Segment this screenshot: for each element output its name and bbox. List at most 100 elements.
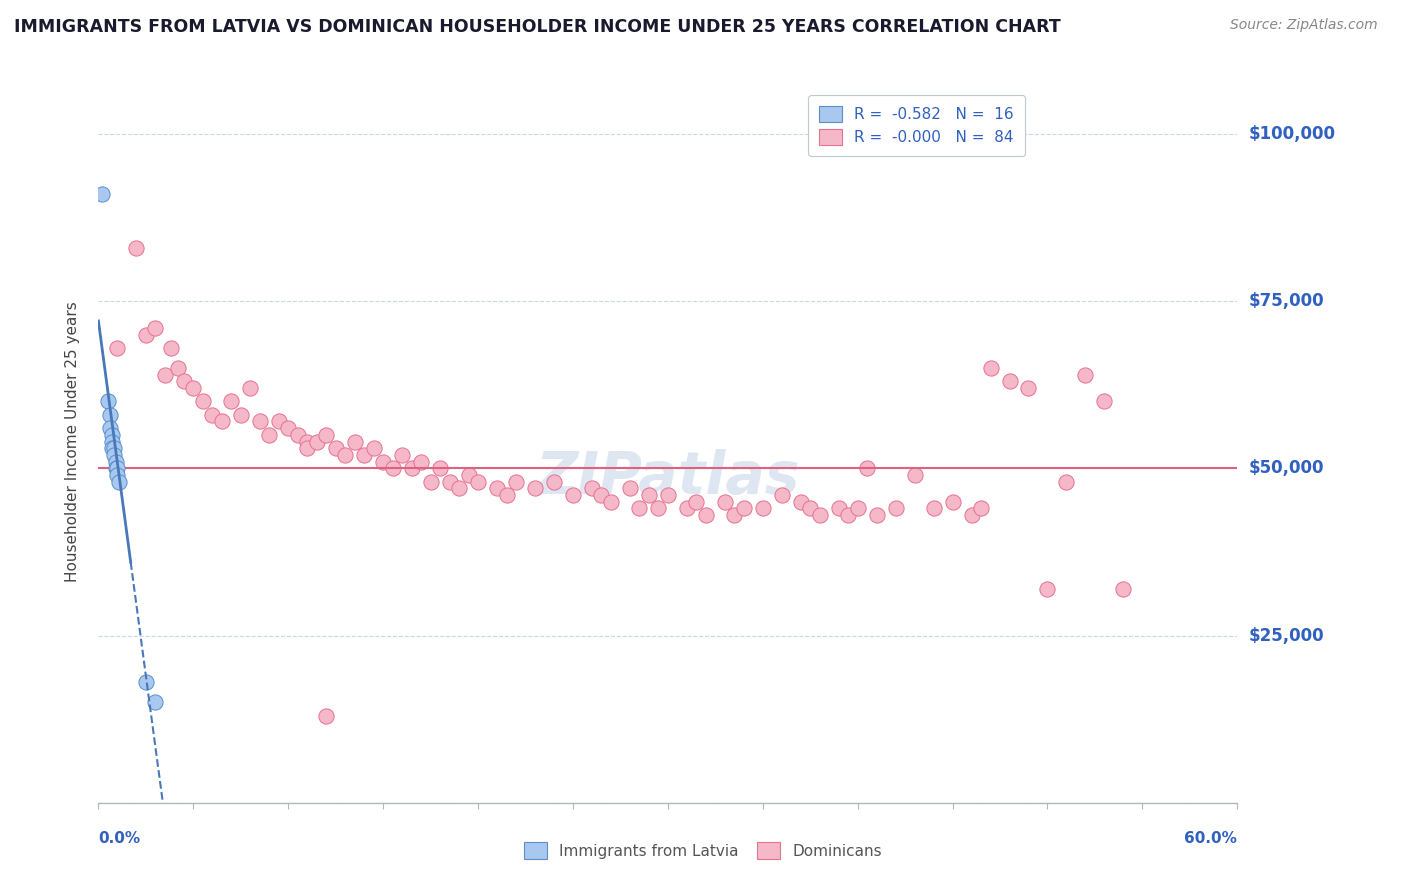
Point [657,488,679,502]
Point [429,461,451,475]
Point [979,361,1001,376]
Point [1112,582,1135,596]
Point [107,341,129,355]
Point [98,408,121,422]
Point [628,501,651,516]
Point [543,475,565,489]
Point [619,482,641,496]
Point [790,494,813,508]
Point [866,508,889,523]
Text: $100,000: $100,000 [1249,125,1336,143]
Point [495,488,517,502]
Point [108,475,131,489]
Point [467,475,489,489]
Text: $50,000: $50,000 [1249,459,1324,477]
Point [201,408,224,422]
Text: 0.0%: 0.0% [98,830,141,846]
Point [439,475,461,489]
Point [647,501,669,516]
Point [411,454,433,469]
Y-axis label: Householder Income Under 25 years: Householder Income Under 25 years [65,301,80,582]
Point [884,501,907,516]
Point [714,494,737,508]
Point [125,240,148,255]
Point [145,320,167,334]
Point [1018,381,1040,395]
Point [97,394,120,409]
Point [91,187,114,202]
Point [315,427,337,442]
Point [343,434,366,449]
Point [457,467,479,482]
Point [297,434,319,449]
Point [145,696,167,710]
Point [135,327,157,342]
Point [685,494,707,508]
Point [159,341,181,355]
Point [153,368,176,382]
Point [297,441,319,455]
Point [98,421,121,435]
Point [267,414,290,428]
Point [837,508,859,523]
Point [315,708,337,723]
Point [371,454,394,469]
Point [723,508,745,523]
Point [449,482,471,496]
Legend: Immigrants from Latvia, Dominicans: Immigrants from Latvia, Dominicans [516,835,890,866]
Point [970,501,993,516]
Point [104,454,127,469]
Point [856,461,879,475]
Point [401,461,423,475]
Point [191,394,214,409]
Point [107,467,129,482]
Point [103,448,125,462]
Point [600,494,623,508]
Point [1074,368,1097,382]
Point [1036,582,1059,596]
Point [100,434,122,449]
Point [808,508,831,523]
Point [591,488,613,502]
Text: IMMIGRANTS FROM LATVIA VS DOMINICAN HOUSEHOLDER INCOME UNDER 25 YEARS CORRELATIO: IMMIGRANTS FROM LATVIA VS DOMINICAN HOUS… [14,18,1060,36]
Point [1094,394,1116,409]
Point [942,494,965,508]
Point [799,501,821,516]
Point [676,501,699,516]
Legend: R =  -0.582   N =  16, R =  -0.000   N =  84: R = -0.582 N = 16, R = -0.000 N = 84 [808,95,1025,156]
Point [173,375,195,389]
Point [107,461,129,475]
Point [998,375,1021,389]
Point [259,427,281,442]
Point [229,408,252,422]
Point [922,501,945,516]
Point [695,508,717,523]
Text: 60.0%: 60.0% [1184,830,1237,846]
Point [135,675,157,690]
Point [486,482,509,496]
Text: Source: ZipAtlas.com: Source: ZipAtlas.com [1230,18,1378,32]
Point [353,448,375,462]
Point [960,508,983,523]
Point [562,488,585,502]
Point [249,414,271,428]
Point [167,361,190,376]
Text: $75,000: $75,000 [1249,292,1324,310]
Point [733,501,755,516]
Point [505,475,527,489]
Point [103,441,125,455]
Point [287,427,309,442]
Point [100,427,122,442]
Point [211,414,233,428]
Point [1056,475,1078,489]
Point [770,488,793,502]
Point [100,441,122,455]
Point [183,381,205,395]
Point [752,501,775,516]
Point [419,475,441,489]
Point [239,381,262,395]
Point [277,421,299,435]
Point [581,482,603,496]
Point [381,461,404,475]
Text: $25,000: $25,000 [1249,626,1324,645]
